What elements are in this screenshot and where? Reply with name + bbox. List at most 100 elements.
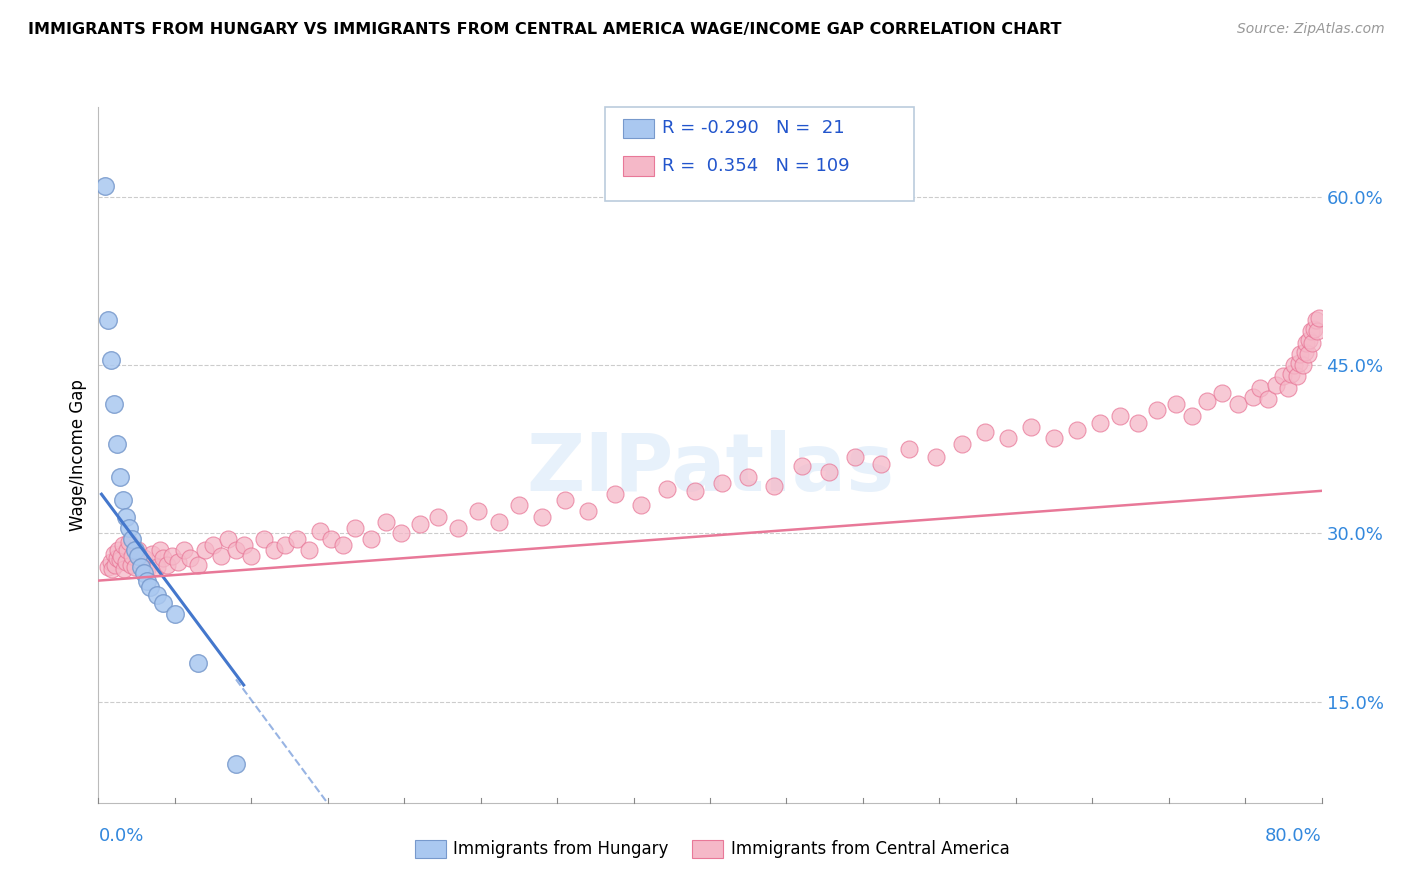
Point: [194, 543, 217, 558]
Point: [111, 538, 134, 552]
Point: [105, 551, 128, 566]
Point: [129, 560, 152, 574]
Point: [630, 499, 652, 513]
Point: [790, 459, 813, 474]
Point: [426, 509, 449, 524]
Point: [156, 558, 179, 572]
Point: [1264, 378, 1286, 392]
Text: 0.0%: 0.0%: [98, 828, 143, 846]
Point: [319, 532, 342, 546]
Point: [1195, 394, 1218, 409]
Text: R =  0.354   N = 109: R = 0.354 N = 109: [662, 157, 849, 175]
Point: [232, 538, 254, 552]
Point: [508, 499, 530, 513]
Point: [374, 515, 396, 529]
Point: [100, 555, 122, 569]
Point: [1128, 417, 1150, 431]
Point: [118, 521, 141, 535]
Point: [145, 588, 167, 602]
Point: [129, 555, 152, 569]
Point: [167, 555, 190, 569]
Point: [225, 756, 247, 771]
Point: [121, 549, 143, 563]
Point: [1043, 431, 1066, 445]
Point: [97, 313, 120, 327]
Point: [844, 450, 866, 465]
Point: [163, 607, 186, 622]
Point: [1108, 409, 1130, 423]
Text: Source: ZipAtlas.com: Source: ZipAtlas.com: [1237, 22, 1385, 37]
Point: [173, 543, 195, 558]
Point: [152, 596, 174, 610]
Point: [134, 566, 156, 580]
Point: [870, 457, 893, 471]
Point: [1166, 397, 1188, 411]
Point: [576, 504, 599, 518]
Point: [657, 482, 679, 496]
Point: [103, 397, 125, 411]
Point: [105, 436, 128, 450]
Point: [1066, 423, 1088, 437]
Point: [1088, 417, 1111, 431]
Point: [447, 521, 470, 535]
Point: [187, 656, 209, 670]
Point: [344, 521, 367, 535]
Point: [1292, 358, 1315, 372]
Point: [152, 551, 174, 566]
Point: [467, 504, 489, 518]
Point: [897, 442, 920, 457]
Point: [1211, 386, 1233, 401]
Point: [108, 470, 131, 484]
Point: [488, 515, 510, 529]
Point: [139, 580, 162, 594]
Point: [1306, 325, 1329, 339]
Point: [1282, 358, 1305, 372]
Point: [1241, 390, 1264, 404]
Point: [1272, 369, 1295, 384]
Point: [530, 509, 553, 524]
Y-axis label: Wage/Income Gap: Wage/Income Gap: [69, 379, 87, 531]
Point: [408, 517, 430, 532]
Point: [107, 543, 129, 558]
Point: [1288, 356, 1310, 370]
Point: [1181, 409, 1204, 423]
Point: [149, 543, 172, 558]
Point: [252, 532, 274, 546]
Point: [285, 532, 308, 546]
Point: [127, 549, 149, 563]
Point: [974, 425, 997, 440]
Point: [225, 543, 247, 558]
Point: [1289, 347, 1312, 361]
Point: [683, 483, 706, 498]
Point: [332, 538, 354, 552]
Point: [134, 551, 156, 566]
Point: [818, 465, 841, 479]
Point: [108, 553, 131, 567]
Point: [100, 352, 122, 367]
Text: ZIPatlas: ZIPatlas: [526, 430, 894, 508]
Point: [209, 549, 232, 563]
Point: [112, 562, 135, 576]
Text: Immigrants from Central America: Immigrants from Central America: [731, 840, 1010, 858]
Point: [1301, 335, 1323, 350]
Point: [1294, 344, 1316, 359]
Point: [360, 532, 382, 546]
Point: [1286, 369, 1309, 384]
Point: [124, 543, 146, 558]
Point: [950, 436, 973, 450]
Point: [711, 475, 734, 490]
Point: [1249, 381, 1271, 395]
Point: [737, 470, 759, 484]
Point: [1308, 311, 1330, 326]
Point: [997, 431, 1019, 445]
Point: [1226, 397, 1249, 411]
Point: [110, 549, 132, 563]
Point: [115, 555, 138, 569]
Point: [925, 450, 948, 465]
Point: [1299, 325, 1322, 339]
Text: 80.0%: 80.0%: [1265, 828, 1322, 846]
Point: [1277, 381, 1299, 395]
Point: [274, 538, 297, 552]
Point: [124, 560, 146, 574]
Point: [1019, 420, 1042, 434]
